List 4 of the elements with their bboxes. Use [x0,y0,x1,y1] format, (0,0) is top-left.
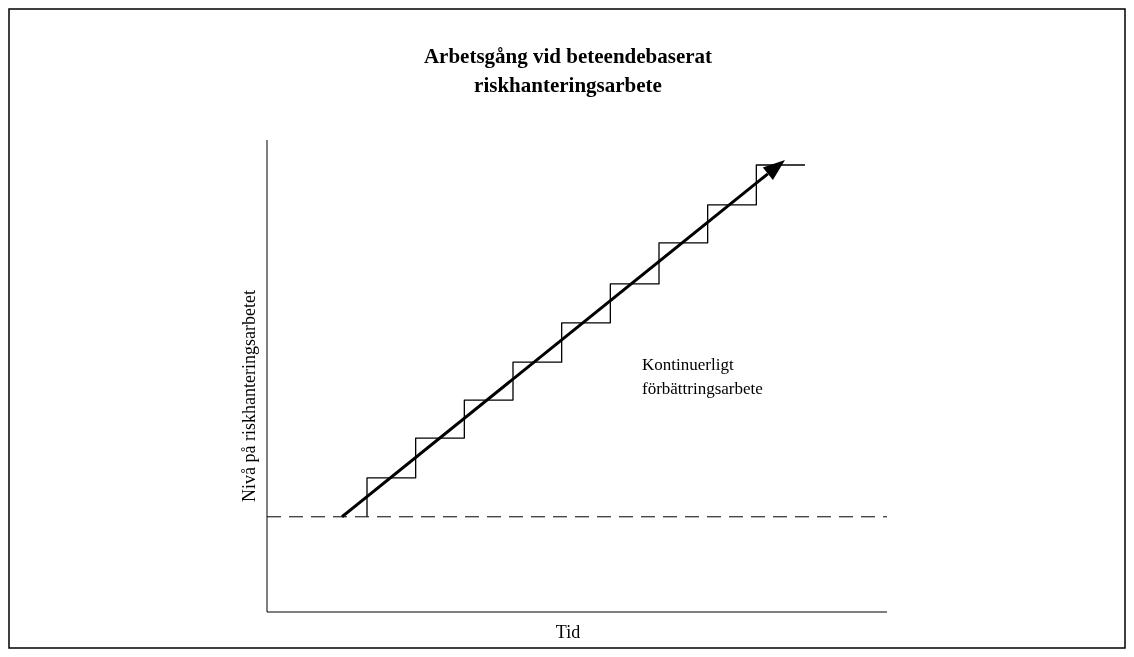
chart-title: Arbetsgång vid beteendebaserat riskhanteringsarbete [423,44,713,97]
x-axis-title: Tid [555,622,581,642]
annotation: Kontinuerligt förbättringsarbete [642,355,763,398]
y-axis-title: Nivå på riskhanteringsarbetet [239,290,259,502]
